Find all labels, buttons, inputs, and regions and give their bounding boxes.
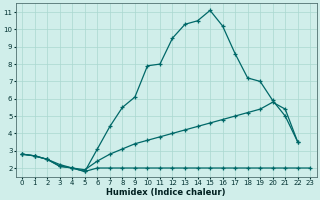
X-axis label: Humidex (Indice chaleur): Humidex (Indice chaleur) <box>107 188 226 197</box>
